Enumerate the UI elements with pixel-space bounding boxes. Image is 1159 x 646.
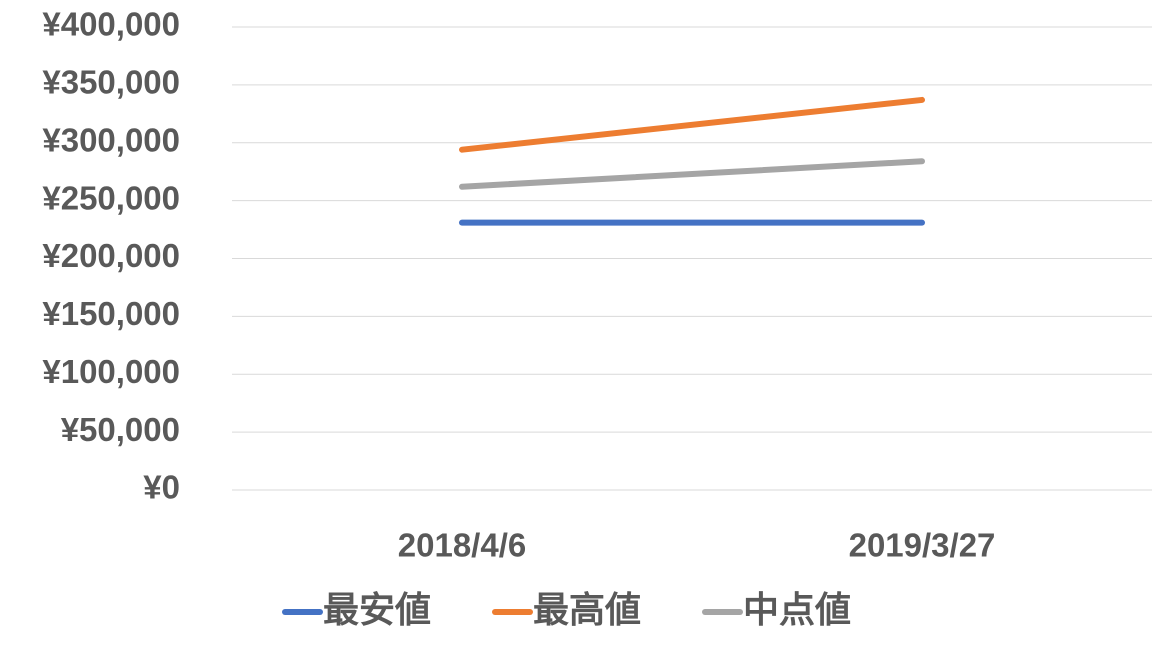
x-tick-label: 2019/3/27: [849, 527, 996, 564]
y-tick-label: ¥50,000: [61, 411, 180, 448]
y-tick-label: ¥350,000: [42, 64, 180, 101]
legend-label: 中点値: [743, 590, 851, 631]
y-tick-label: ¥200,000: [42, 237, 180, 274]
y-tick-label: ¥150,000: [42, 295, 180, 332]
series-line: [459, 96, 925, 153]
x-tick-label: 2018/4/6: [398, 527, 526, 564]
series-line: [459, 158, 925, 190]
y-tick-label: ¥100,000: [42, 353, 180, 390]
y-tick-label: ¥300,000: [42, 121, 180, 158]
legend-label: 最高値: [533, 590, 641, 631]
y-tick-label: ¥400,000: [42, 6, 180, 43]
y-tick-label: ¥250,000: [42, 179, 180, 216]
legend-label: 最安値: [323, 590, 431, 631]
y-tick-label: ¥0: [143, 469, 180, 506]
